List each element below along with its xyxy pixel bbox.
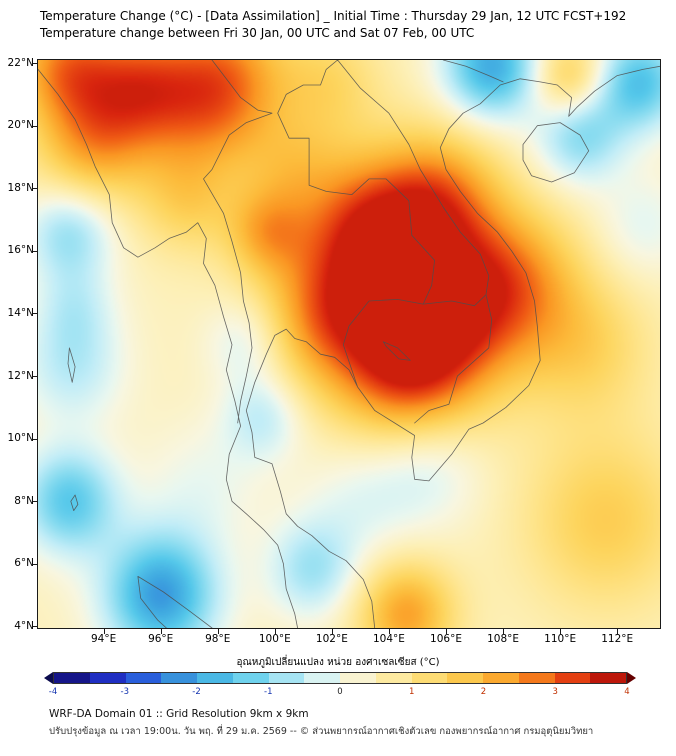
lat-tick-mark [33,438,38,440]
colorbar-segment [447,673,483,683]
lat-tick-mark [33,501,38,503]
colorbar-segment [197,673,233,683]
lon-tick-label: 104°E [372,633,405,645]
colorbar-segments [53,672,627,684]
colorbar-tick-label: 4 [624,687,630,697]
lon-tick-label: 102°E [315,633,348,645]
colorbar-segment [54,673,90,683]
colorbar-segment [340,673,376,683]
colorbar [44,672,636,684]
lon-tick-label: 98°E [205,633,231,645]
colorbar-segment [375,673,412,683]
lon-tick-label: 112°E [601,633,634,645]
colorbar-segment [268,673,305,683]
colorbar-tick-label: -2 [192,687,201,697]
colorbar-segment [411,673,448,683]
colorbar-tick-label: 1 [409,687,415,697]
colorbar-over-range-arrow [627,672,636,684]
colorbar-tick-label: 3 [552,687,558,697]
colorbar-segment [518,673,555,683]
lat-tick-mark [33,626,38,628]
lon-tick-label: 108°E [487,633,520,645]
lat-tick-mark [33,250,38,252]
lon-tick-label: 96°E [148,633,174,645]
lat-tick-mark [33,188,38,190]
lon-tick-mark [617,629,619,634]
lon-tick-label: 106°E [430,633,462,645]
lon-tick-mark [560,629,562,634]
lat-tick-label: 14°N [7,306,34,319]
title-line-1: Temperature Change (°C) - [Data Assimila… [40,9,627,23]
lat-tick-label: 20°N [7,119,34,132]
lon-tick-mark [160,629,162,634]
colorbar-tick-label: 2 [480,687,487,697]
lon-tick-mark [103,629,105,634]
lon-tick-mark [274,629,276,634]
colorbar-segment [304,673,340,683]
colorbar-segment [232,673,269,683]
lat-tick-label: 12°N [7,369,34,382]
lat-tick-mark [33,313,38,315]
lat-tick-label: 16°N [7,244,34,257]
colorbar-segment [590,673,626,683]
lon-tick-mark [446,629,447,634]
lat-tick-label: 4°N [14,619,34,632]
chart-title-block: Temperature Change (°C) - [Data Assimila… [40,8,626,42]
footer-domain-info: WRF-DA Domain 01 :: Grid Resolution 9km … [49,708,309,720]
lon-tick-label: 94°E [90,633,117,645]
colorbar-under-range-arrow [44,672,53,684]
colorbar-title: อุณหภูมิเปลี่ยนแปลง หน่วย องศาเซลเซียส (… [236,657,440,668]
lon-tick-label: 110°E [544,633,577,645]
lat-tick-label: 6°N [14,557,34,570]
temperature-change-heatmap [38,60,660,628]
lat-tick-label: 8°N [14,494,34,507]
lon-tick-mark [503,629,505,634]
lon-tick-label: 100°E [258,633,291,645]
map-plot-area [37,59,661,629]
colorbar-segment [483,673,519,683]
lat-tick-label: 22°N [7,56,34,69]
colorbar-segment [554,673,591,683]
lat-tick-mark [33,63,38,65]
title-line-2: Temperature change between Fri 30 Jan, 0… [40,26,475,40]
colorbar-tick-label: -3 [120,687,129,697]
lon-tick-mark [331,629,333,634]
lat-tick-mark [33,563,38,565]
lat-tick-label: 18°N [7,181,34,194]
colorbar-segment [89,673,126,683]
colorbar-segment [125,673,162,683]
colorbar-segment [161,673,197,683]
lon-tick-mark [388,629,390,634]
colorbar-tick-label: 0 [337,687,343,697]
footer-update-info: ปรับปรุงข้อมูล ณ เวลา 19:00น. วัน พฤ. ที… [49,726,594,737]
lat-tick-mark [33,125,38,127]
colorbar-tick-label: -4 [48,687,58,697]
lat-tick-label: 10°N [7,432,34,445]
lat-tick-mark [33,376,38,378]
lon-tick-mark [217,629,219,634]
colorbar-tick-label: -1 [264,687,273,697]
